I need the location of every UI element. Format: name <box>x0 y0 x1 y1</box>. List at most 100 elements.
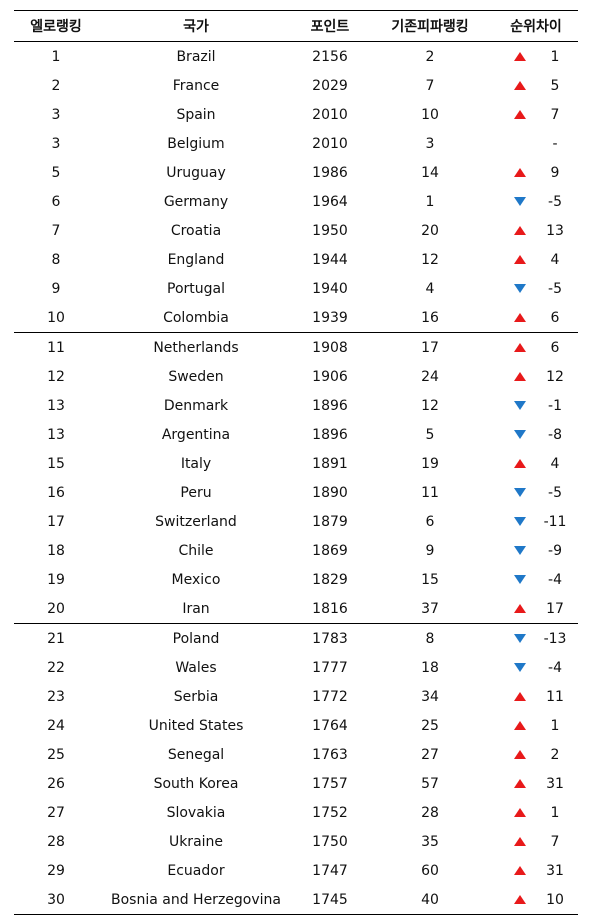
nation-cell: Croatia <box>170 222 222 239</box>
table-row: 10 Colombia 1939 16 6 <box>14 303 578 333</box>
elo-rank-cell: 3 <box>51 135 61 152</box>
trend-cell <box>494 100 532 129</box>
rank-diff-cell: -11 <box>543 513 567 530</box>
points-cell: 1783 <box>312 630 348 647</box>
fifa-rank-cell: 25 <box>421 717 439 734</box>
rank-diff-cell: 10 <box>532 885 578 915</box>
points-cell: 2029 <box>312 77 348 94</box>
rank-diff-cell: 5 <box>550 77 560 94</box>
table-row: 23 Serbia 1772 34 11 <box>14 682 578 711</box>
nation-cell: Netherlands <box>153 339 239 356</box>
triangle-up-icon <box>514 692 526 701</box>
rank-diff-cell: - <box>552 135 558 152</box>
fifa-rank-cell: 16 <box>366 303 494 333</box>
points-cell: 1896 <box>312 397 348 414</box>
triangle-up-icon <box>514 866 526 875</box>
triangle-up-icon <box>514 721 526 730</box>
triangle-up-icon <box>514 372 526 381</box>
table-row: 24 United States 1764 25 1 <box>14 711 578 740</box>
points-cell: 1944 <box>312 251 348 268</box>
fifa-rank-cell: 40 <box>366 885 494 915</box>
fifa-rank-cell: 37 <box>366 594 494 624</box>
trend-cell <box>494 216 532 245</box>
rank-diff-cell: -13 <box>543 630 567 647</box>
table-row: 20 Iran 1816 37 17 <box>14 594 578 624</box>
nation-cell: Uruguay <box>166 164 226 181</box>
trend-cell <box>494 624 532 654</box>
elo-rank-cell: 19 <box>47 571 65 588</box>
table-row: 17 Switzerland 1879 6 -11 <box>14 507 578 536</box>
trend-cell <box>494 507 532 536</box>
rank-diff-cell: -4 <box>548 571 562 588</box>
fifa-rank-cell: 1 <box>425 193 435 210</box>
rank-diff-cell: -5 <box>548 193 562 210</box>
rank-diff-cell: 6 <box>550 339 560 356</box>
fifa-rank-cell: 35 <box>421 833 439 850</box>
fifa-rank-cell: 12 <box>421 397 439 414</box>
fifa-rank-cell: 17 <box>421 339 439 356</box>
header-rank-diff: 순위차이 <box>494 10 578 42</box>
header-points: 포인트 <box>294 10 366 42</box>
points-cell: 1940 <box>312 280 348 297</box>
nation-cell: Germany <box>163 193 229 210</box>
points-cell: 1879 <box>312 513 348 530</box>
fifa-rank-cell: 12 <box>421 251 439 268</box>
fifa-rank-cell: 7 <box>425 77 435 94</box>
points-cell: 1964 <box>312 193 348 210</box>
nation-cell: Denmark <box>163 397 229 414</box>
table-body: 1 Brazil 2156 2 1 2 France 2029 7 5 3 Spain 2010 10 7 3… <box>14 42 578 915</box>
elo-rank-cell: 3 <box>51 106 61 123</box>
trend-cell <box>494 740 532 769</box>
trend-cell <box>494 274 532 303</box>
elo-rank-cell: 9 <box>51 280 61 297</box>
points-cell: 1816 <box>294 594 366 624</box>
elo-rank-cell: 1 <box>51 48 61 65</box>
rank-diff-cell: -1 <box>548 397 562 414</box>
table-row: 3 Spain 2010 10 7 <box>14 100 578 129</box>
trend-cell <box>494 333 532 363</box>
trend-cell <box>494 129 532 158</box>
elo-rank-cell: 28 <box>47 833 65 850</box>
rank-diff-cell: -4 <box>548 659 562 676</box>
table-row: 6 Germany 1964 1 -5 <box>14 187 578 216</box>
elo-rank-cell: 23 <box>47 688 65 705</box>
triangle-up-icon <box>514 750 526 759</box>
elo-rank-cell: 10 <box>14 303 98 333</box>
nation-cell: South Korea <box>153 775 239 792</box>
fifa-rank-cell: 10 <box>421 106 439 123</box>
fifa-rank-cell: 5 <box>425 426 435 443</box>
header-nation: 국가 <box>98 10 294 42</box>
nation-cell: Iran <box>98 594 294 624</box>
nation-cell: France <box>172 77 220 94</box>
fifa-rank-cell: 18 <box>421 659 439 676</box>
table-row: 25 Senegal 1763 27 2 <box>14 740 578 769</box>
elo-rank-cell: 2 <box>51 77 61 94</box>
nation-cell: Poland <box>172 630 220 647</box>
rank-diff-cell: 1 <box>550 804 560 821</box>
points-cell: 1908 <box>312 339 348 356</box>
trend-cell <box>494 594 532 624</box>
triangle-down-icon <box>514 197 526 206</box>
triangle-up-icon <box>514 81 526 90</box>
elo-rank-cell: 7 <box>51 222 61 239</box>
fifa-rank-cell: 20 <box>421 222 439 239</box>
points-cell: 1906 <box>312 368 348 385</box>
fifa-rank-cell: 24 <box>421 368 439 385</box>
trend-cell <box>494 449 532 478</box>
trend-cell <box>494 711 532 740</box>
rank-diff-cell: 4 <box>550 455 560 472</box>
fifa-rank-cell: 28 <box>421 804 439 821</box>
table-row: 21 Poland 1783 8 -13 <box>14 624 578 654</box>
table-row: 28 Ukraine 1750 35 7 <box>14 827 578 856</box>
elo-rank-cell: 16 <box>47 484 65 501</box>
nation-cell: Chile <box>178 542 214 559</box>
elo-rank-cell: 29 <box>47 862 65 879</box>
elo-rank-cell: 13 <box>47 397 65 414</box>
rank-diff-cell: 9 <box>550 164 560 181</box>
nation-cell: Belgium <box>167 135 225 152</box>
table-row: 9 Portugal 1940 4 -5 <box>14 274 578 303</box>
elo-rank-cell: 25 <box>47 746 65 763</box>
elo-rank-cell: 18 <box>47 542 65 559</box>
header-elo-rank: 엘로랭킹 <box>14 10 98 42</box>
points-cell: 1745 <box>294 885 366 915</box>
